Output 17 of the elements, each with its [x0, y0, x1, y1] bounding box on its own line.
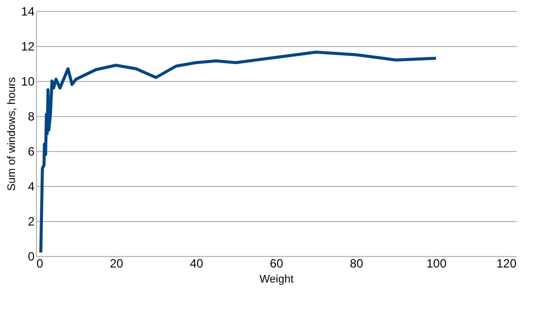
y-tick-label: 8 — [28, 110, 35, 124]
x-tick-label: 80 — [350, 256, 364, 270]
x-tick-label: 40 — [190, 256, 204, 270]
line-series — [39, 50, 438, 254]
y-tick-label: 4 — [28, 180, 35, 194]
y-tick-label: 2 — [28, 214, 35, 228]
x-tick-label: 0 — [36, 256, 44, 270]
y-tick-label: 14 — [21, 4, 35, 18]
y-tick-label: 10 — [21, 74, 35, 88]
x-axis-title: Weight — [259, 274, 294, 286]
y-tick-label: 12 — [21, 40, 35, 54]
y-axis-title: Sum of windows, hours — [6, 76, 18, 191]
x-tick-label: 100 — [426, 256, 447, 270]
y-tick-label: 6 — [28, 144, 35, 158]
x-tick-label: 20 — [110, 256, 124, 270]
x-tick-label: 120 — [496, 256, 517, 270]
x-tick-label: 60 — [270, 256, 284, 270]
